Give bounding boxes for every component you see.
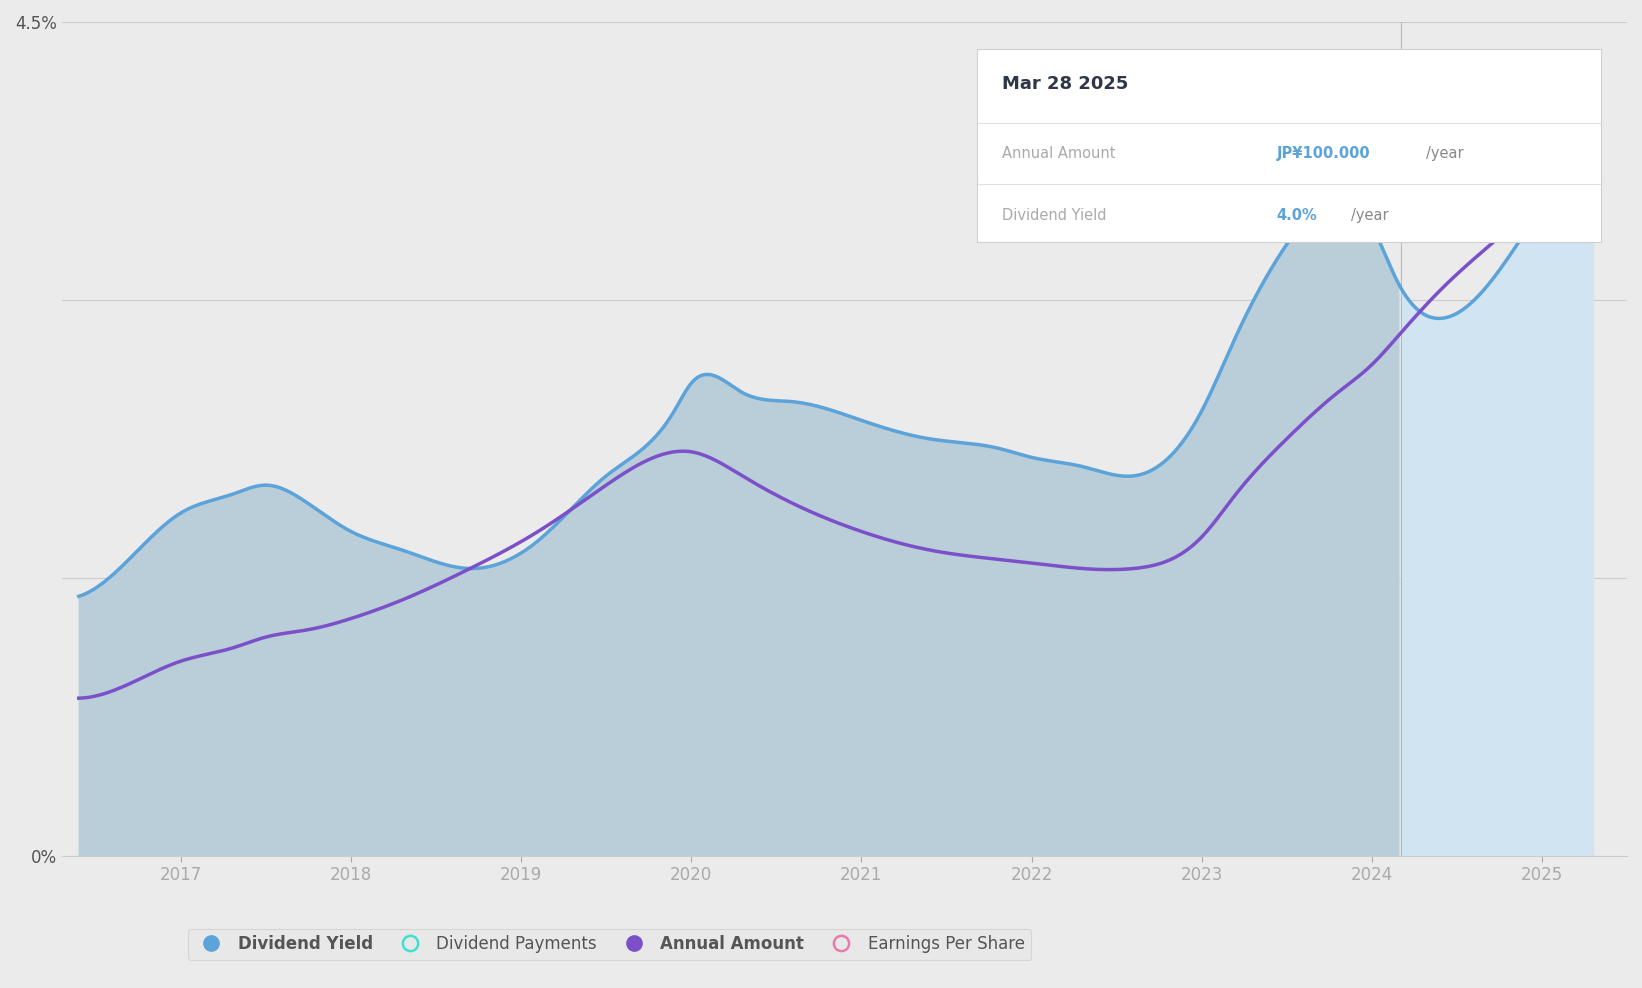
Text: Past: Past xyxy=(1409,89,1442,104)
Text: Annual Amount: Annual Amount xyxy=(1002,146,1115,161)
Text: /year: /year xyxy=(1351,207,1389,222)
Text: Mar 28 2025: Mar 28 2025 xyxy=(1002,75,1128,93)
Text: /year: /year xyxy=(1427,146,1465,161)
Text: JP¥100.000: JP¥100.000 xyxy=(1276,146,1369,161)
Legend: Dividend Yield, Dividend Payments, Annual Amount, Earnings Per Share: Dividend Yield, Dividend Payments, Annua… xyxy=(187,929,1031,960)
Text: 4.0%: 4.0% xyxy=(1276,207,1317,222)
Text: Dividend Yield: Dividend Yield xyxy=(1002,207,1107,222)
